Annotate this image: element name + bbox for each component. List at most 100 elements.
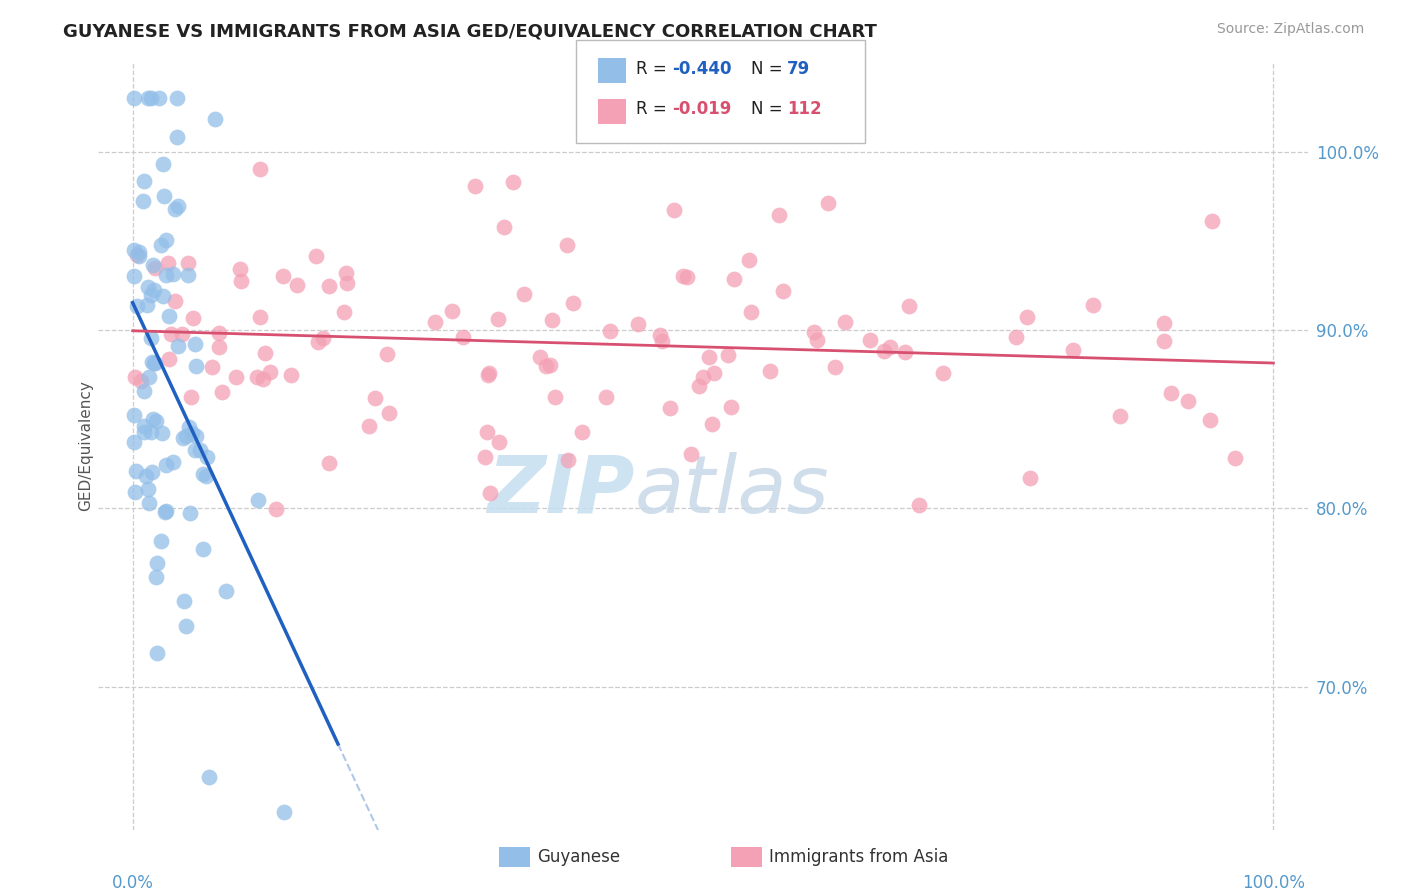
Point	[166, 91, 188, 105]
Point	[544, 390, 567, 404]
Point	[138, 496, 160, 510]
Point	[179, 506, 201, 520]
Point	[305, 249, 328, 263]
Point	[478, 367, 501, 381]
Point	[697, 350, 720, 364]
Text: 112: 112	[787, 100, 823, 118]
Point	[318, 278, 340, 293]
Point	[285, 277, 308, 292]
Point	[132, 425, 155, 440]
Point	[488, 435, 510, 450]
Point	[146, 646, 169, 660]
Point	[152, 288, 174, 302]
Point	[155, 233, 177, 247]
Point	[134, 384, 156, 398]
Point	[177, 420, 200, 434]
Point	[204, 112, 226, 126]
Point	[377, 405, 399, 419]
Point	[561, 296, 583, 310]
Point	[1081, 298, 1104, 312]
Point	[145, 570, 167, 584]
Point	[312, 331, 335, 345]
Point	[1153, 334, 1175, 348]
Point	[139, 425, 162, 439]
Point	[333, 305, 356, 319]
Point	[135, 468, 157, 483]
Text: Guyanese: Guyanese	[537, 848, 620, 866]
Point	[477, 368, 499, 383]
Point	[335, 266, 357, 280]
Point	[124, 268, 146, 283]
Text: R =: R =	[636, 100, 672, 118]
Point	[571, 425, 593, 439]
Point	[166, 198, 188, 212]
Point	[177, 268, 200, 282]
Point	[207, 341, 229, 355]
Point	[155, 458, 177, 472]
Point	[557, 238, 579, 252]
Point	[162, 455, 184, 469]
Point	[166, 130, 188, 145]
Point	[702, 417, 724, 431]
Point	[249, 310, 271, 324]
Point	[894, 345, 917, 359]
Point	[1223, 450, 1246, 465]
Point	[148, 91, 170, 105]
Point	[803, 325, 825, 339]
Point	[160, 327, 183, 342]
Point	[142, 412, 165, 426]
Point	[142, 283, 165, 297]
Point	[425, 315, 447, 329]
Point	[124, 408, 146, 422]
Point	[141, 331, 163, 345]
Point	[184, 429, 207, 443]
Point	[486, 312, 509, 326]
Point	[1177, 393, 1199, 408]
Point	[145, 414, 167, 428]
Point	[529, 350, 551, 364]
Point	[249, 162, 271, 177]
Point	[188, 442, 211, 457]
Point	[146, 556, 169, 570]
Point	[247, 493, 270, 508]
Text: -0.440: -0.440	[672, 60, 731, 78]
Y-axis label: GED/Equivalency: GED/Equivalency	[77, 381, 93, 511]
Point	[672, 268, 695, 283]
Point	[176, 619, 198, 633]
Text: 100.0%: 100.0%	[1241, 874, 1305, 892]
Point	[229, 274, 252, 288]
Text: R =: R =	[636, 60, 672, 78]
Point	[873, 344, 896, 359]
Point	[152, 157, 174, 171]
Point	[170, 327, 193, 342]
Point	[502, 175, 524, 189]
Point	[717, 347, 740, 361]
Point	[688, 378, 710, 392]
Point	[211, 385, 233, 400]
Point	[124, 244, 146, 258]
Point	[252, 372, 274, 386]
Point	[127, 299, 149, 313]
Point	[772, 285, 794, 299]
Text: 79: 79	[787, 60, 811, 78]
Point	[494, 220, 516, 235]
Point	[692, 370, 714, 384]
Point	[141, 354, 163, 368]
Point	[464, 179, 486, 194]
Point	[181, 425, 204, 440]
Point	[195, 469, 218, 483]
Point	[307, 335, 329, 350]
Point	[318, 456, 340, 470]
Point	[136, 280, 159, 294]
Point	[156, 255, 179, 269]
Point	[124, 484, 146, 499]
Point	[834, 314, 856, 328]
Point	[477, 425, 499, 439]
Point	[271, 269, 294, 284]
Point	[136, 91, 159, 105]
Point	[198, 770, 221, 784]
Point	[534, 359, 557, 373]
Point	[165, 202, 187, 216]
Point	[538, 358, 561, 372]
Point	[659, 401, 682, 415]
